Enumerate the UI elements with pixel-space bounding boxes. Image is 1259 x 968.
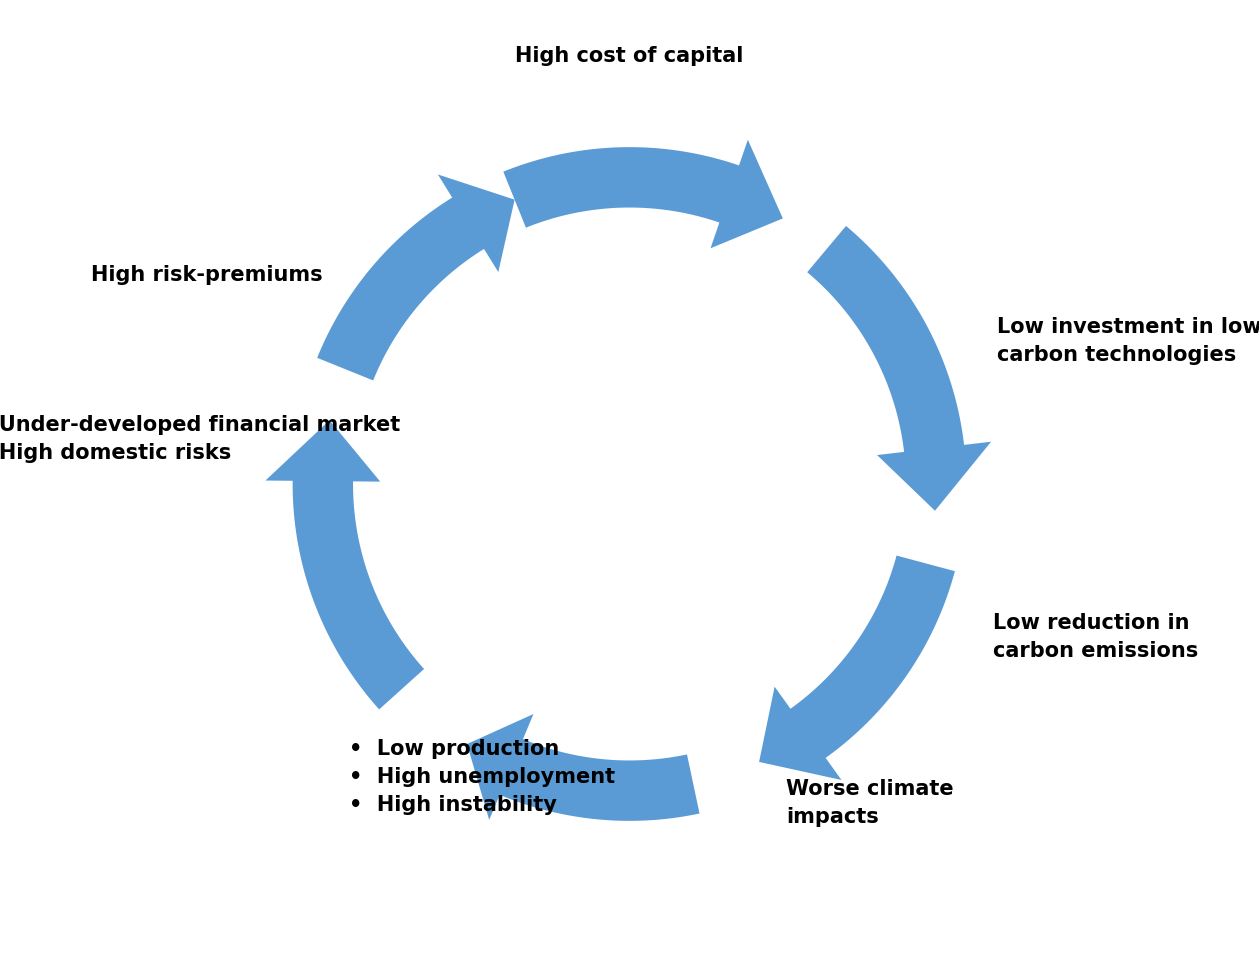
Text: High cost of capital: High cost of capital: [515, 45, 744, 66]
Polygon shape: [807, 226, 991, 511]
Polygon shape: [266, 420, 424, 710]
Text: •  Under-developed financial market
•  High domestic risks: • Under-developed financial market • Hig…: [0, 414, 400, 463]
Polygon shape: [317, 174, 515, 380]
Polygon shape: [504, 139, 783, 248]
Polygon shape: [759, 556, 954, 780]
Text: Low investment in low-
carbon technologies: Low investment in low- carbon technologi…: [997, 318, 1259, 365]
Text: •  Low production
•  High unemployment
•  High instability: • Low production • High unemployment • H…: [350, 740, 616, 815]
Text: High risk-premiums: High risk-premiums: [91, 265, 322, 285]
Text: Worse climate
impacts: Worse climate impacts: [786, 778, 954, 827]
Text: Low reduction in
carbon emissions: Low reduction in carbon emissions: [993, 614, 1199, 661]
Polygon shape: [467, 714, 700, 821]
